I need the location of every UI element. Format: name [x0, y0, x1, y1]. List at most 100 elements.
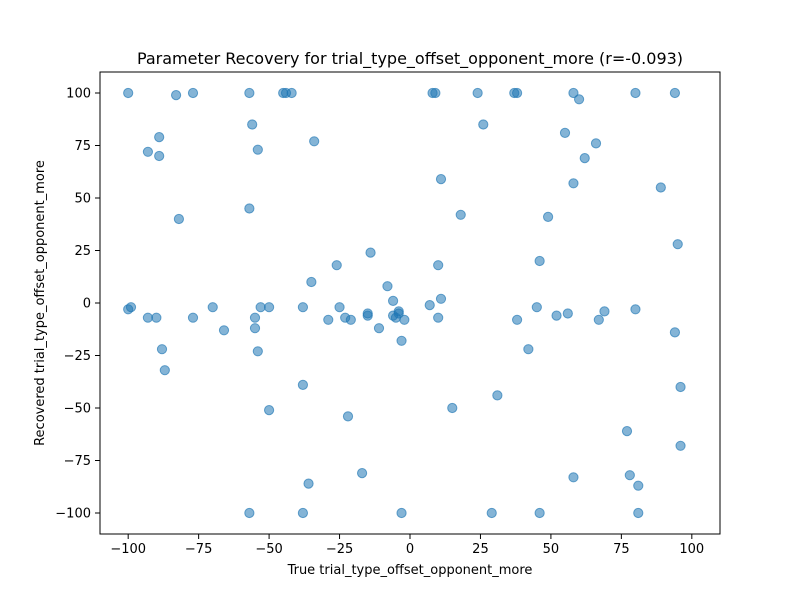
scatter-point [424, 300, 435, 311]
scatter-point [306, 276, 317, 288]
scatter-point [249, 323, 261, 334]
x-tick-label: 100 [679, 542, 704, 557]
scatter-point [207, 302, 218, 313]
scatter-point [630, 87, 641, 99]
scatter-point [621, 426, 633, 437]
scatter-point [263, 302, 275, 313]
y-tick-label: −50 [64, 402, 91, 417]
scatter-point [170, 90, 182, 101]
plot-area [123, 87, 686, 519]
scatter-point [297, 302, 309, 313]
scatter-point [669, 87, 681, 99]
scatter-point [568, 178, 579, 189]
scatter-point [393, 308, 404, 319]
scatter-point [562, 308, 573, 319]
scatter-point [534, 255, 545, 267]
chart-title: Parameter Recovery for trial_type_offset… [137, 49, 683, 69]
scatter-point [334, 302, 345, 313]
scatter-point [531, 302, 542, 313]
scatter-point [142, 146, 154, 157]
scatter-point [342, 411, 354, 422]
scatter-point [573, 94, 585, 105]
x-tick-label: −25 [326, 542, 353, 557]
scatter-point [362, 310, 373, 321]
scatter-point [655, 182, 666, 193]
scatter-point [154, 132, 165, 143]
x-tick-label: 50 [543, 542, 560, 557]
scatter-point [252, 144, 263, 155]
scatter-point [624, 470, 635, 481]
scatter-point [511, 87, 523, 99]
scatter-point [244, 87, 255, 99]
scatter-point [247, 119, 258, 130]
scatter-point [472, 87, 483, 99]
scatter-point [551, 310, 562, 321]
scatter-point [252, 346, 263, 357]
y-tick-label: 25 [74, 244, 91, 259]
scatter-point [568, 472, 579, 483]
scatter-point [173, 213, 185, 225]
scatter-point [123, 87, 134, 99]
scatter-point [345, 314, 356, 325]
scatter-point [630, 304, 641, 315]
scatter-point [523, 344, 534, 355]
y-tick-label: 50 [74, 192, 91, 207]
scatter-point [297, 379, 309, 390]
x-tick-label: −50 [255, 542, 282, 557]
scatter-point [542, 211, 554, 222]
scatter-point [593, 314, 604, 325]
scatter-point [156, 344, 168, 355]
scatter-point [430, 87, 441, 99]
scatter-point [249, 312, 261, 323]
y-tick-label: 0 [83, 297, 91, 312]
scatter-point [433, 260, 444, 271]
scatter-point [675, 381, 686, 393]
scatter-point [218, 325, 230, 336]
scatter-point [303, 478, 314, 489]
x-tick-label: −75 [185, 542, 212, 557]
x-tick-label: −100 [110, 542, 146, 557]
y-axis: −100 −75 −50 −25 0 25 50 75 100 [55, 87, 100, 522]
scatter-point [511, 314, 523, 325]
y-axis-label: Recovered trial_type_offset_opponent_mor… [33, 160, 48, 446]
scatter-point [373, 323, 385, 334]
scatter-point [263, 405, 275, 416]
scatter-point [675, 440, 686, 451]
scatter-point [154, 150, 165, 162]
scatter-point [669, 327, 681, 338]
scatter-point [142, 312, 154, 323]
scatter-point [568, 87, 579, 99]
scatter-point [633, 507, 644, 519]
scatter-point [599, 306, 610, 317]
y-tick-label: 75 [74, 139, 91, 154]
scatter-point [244, 203, 255, 214]
scatter-point [455, 209, 466, 220]
scatter-point [447, 402, 458, 414]
scatter-point [365, 247, 376, 258]
scatter-point [396, 335, 407, 346]
y-tick-label: −25 [64, 349, 91, 364]
scatter-point [387, 295, 399, 306]
x-axis: −100 −75 −50 −25 0 25 50 75 100 [110, 534, 704, 557]
scatter-point [486, 507, 497, 519]
scatter-point [672, 239, 683, 250]
scatter-point [590, 138, 602, 149]
scatter-point [399, 314, 410, 325]
scatter-point [159, 365, 170, 376]
scatter-point [633, 480, 644, 491]
scatter-point [151, 312, 162, 323]
scatter-point [309, 136, 320, 147]
x-axis-label: True trial_type_offset_opponent_more [287, 563, 533, 578]
scatter-point [331, 260, 342, 271]
scatter-point [125, 302, 137, 313]
scatter-point [187, 312, 199, 323]
scatter-point [323, 314, 334, 325]
scatter-point [534, 507, 545, 519]
scatter-point [396, 507, 407, 519]
scatter-point [435, 293, 447, 304]
scatter-point [244, 507, 255, 519]
scatter-point [297, 507, 309, 519]
scatter-point [382, 281, 393, 292]
scatter-point [435, 174, 447, 185]
